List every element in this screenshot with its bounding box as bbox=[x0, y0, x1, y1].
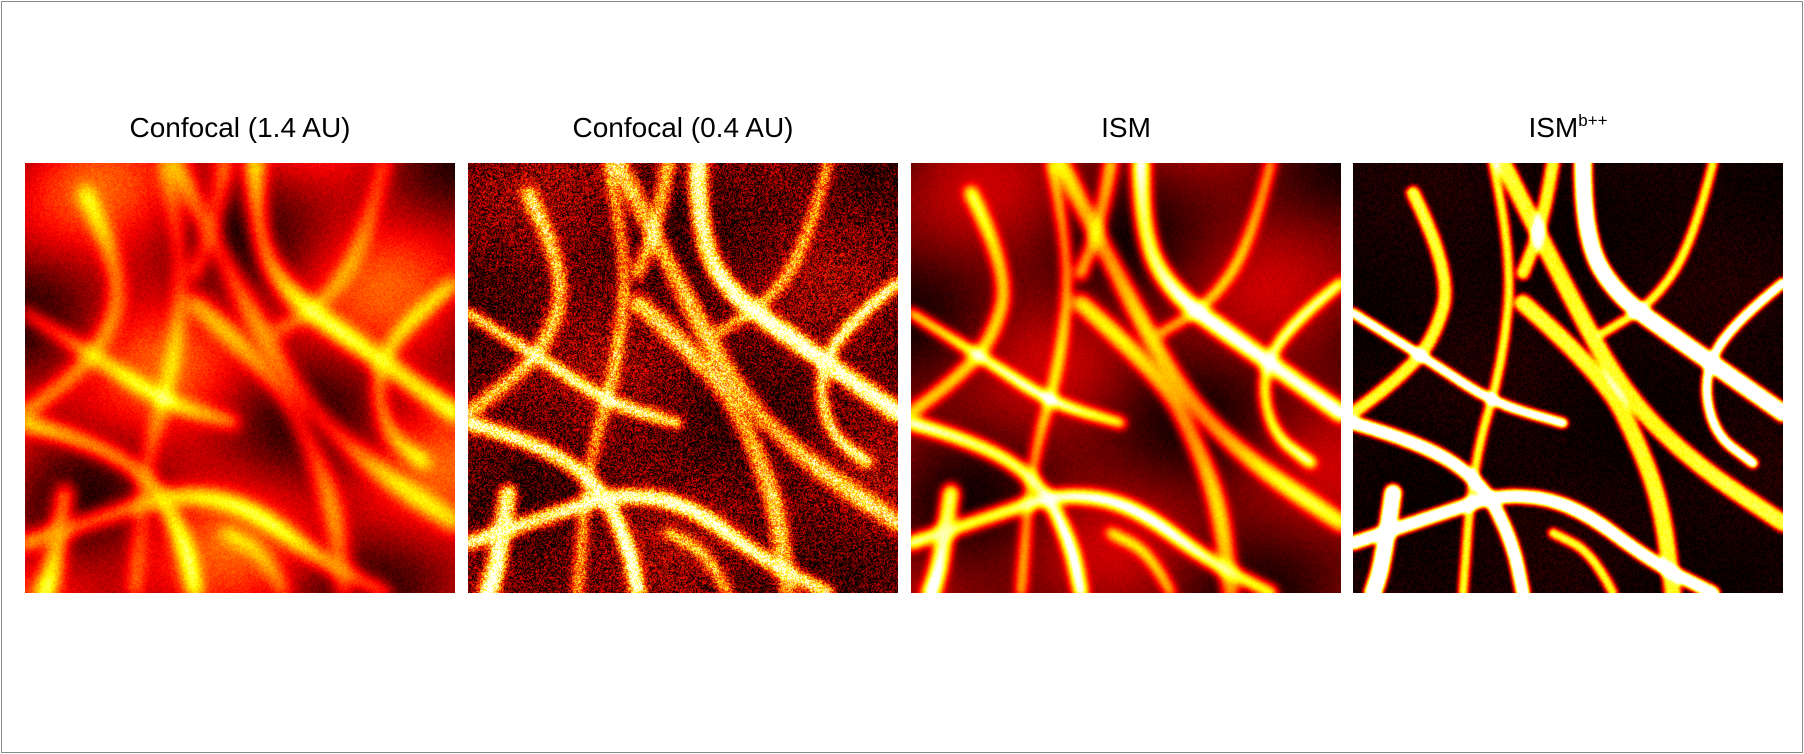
panel-title: ISM bbox=[1101, 112, 1151, 143]
panel-title: Confocal (1.4 AU) bbox=[129, 112, 351, 143]
ism-bpp-image bbox=[1353, 163, 1783, 593]
panel-title: ISMb++ bbox=[1528, 111, 1608, 143]
ism-image bbox=[911, 163, 1341, 593]
confocal-0-4-image bbox=[468, 163, 898, 593]
panel-title: Confocal (0.4 AU) bbox=[572, 112, 794, 143]
confocal-1-4-image bbox=[25, 163, 455, 593]
